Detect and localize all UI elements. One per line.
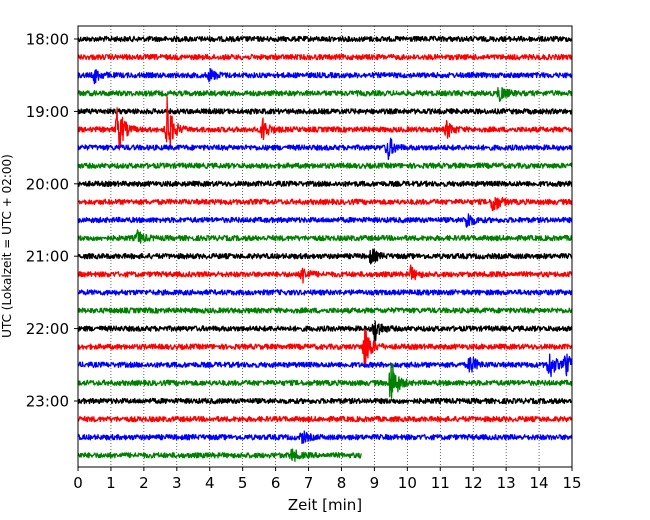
seismic-trace-1830: [77, 68, 573, 85]
x-tick-label: 2: [139, 474, 149, 492]
x-tick-label: 3: [172, 474, 182, 492]
seismic-trace-2030: [77, 213, 573, 228]
x-tick-label: 1: [106, 474, 116, 492]
y-tick-label: 18:00: [26, 31, 69, 49]
seismic-trace-1815: [77, 53, 573, 61]
y-tick-label: 20:00: [26, 175, 69, 193]
seismic-trace-2045: [77, 229, 573, 244]
trace-layer: [77, 35, 573, 463]
seismic-trace-1945: [77, 162, 573, 169]
x-tick-label: 9: [370, 474, 380, 492]
x-axis-label: Zeit [min]: [288, 496, 362, 514]
x-tick-label: 8: [337, 474, 347, 492]
y-tick-label: 21:00: [26, 248, 69, 266]
seismic-trace-2100: [77, 248, 573, 265]
y-tick-label: 19:00: [26, 103, 69, 121]
x-tick-label: 15: [562, 474, 581, 492]
seismic-trace-1930: [77, 137, 573, 161]
seismic-trace-2115: [77, 264, 573, 284]
seismic-trace-1900: [77, 108, 573, 115]
seismic-trace-1915: [77, 96, 573, 151]
seismic-trace-2300: [77, 397, 573, 405]
seismic-trace-2330: [77, 430, 573, 445]
x-tick-label: 10: [398, 474, 417, 492]
x-tick-label: 12: [464, 474, 483, 492]
axis-layer: 0 1 2 3 4 5 6 7 8 9 10 11 12 13 14 1518:0019:0020:0021:…: [26, 31, 582, 493]
seismic-trace-2015: [77, 196, 573, 212]
seismic-trace-2315: [77, 415, 573, 423]
x-tick-label: 5: [238, 474, 248, 492]
seismic-trace-2000: [77, 180, 573, 188]
x-tick-label: 13: [497, 474, 516, 492]
x-tick-label: 6: [271, 474, 281, 492]
x-tick-label: 11: [431, 474, 450, 492]
seismic-trace-2345: [77, 448, 362, 463]
seismic-trace-2245: [77, 363, 573, 399]
y-tick-label: 22:00: [26, 320, 69, 338]
x-tick-label: 7: [304, 474, 314, 492]
y-axis-label: UTC (Lokalzeit = UTC + 02:00): [0, 154, 14, 338]
seismic-trace-2230: [77, 353, 573, 378]
seismic-trace-2200: [77, 320, 573, 344]
seismic-trace-1800: [77, 35, 573, 43]
plot-frame: [77, 25, 573, 468]
seismic-trace-2145: [77, 307, 573, 314]
x-tick-label: 0: [73, 474, 83, 492]
y-tick-label: 23:00: [26, 393, 69, 411]
seismic-trace-2130: [77, 289, 573, 296]
x-tick-label: 4: [205, 474, 215, 492]
x-tick-label: 14: [530, 474, 549, 492]
seismic-trace-2215: [77, 328, 573, 368]
seismic-trace-1845: [77, 86, 573, 103]
